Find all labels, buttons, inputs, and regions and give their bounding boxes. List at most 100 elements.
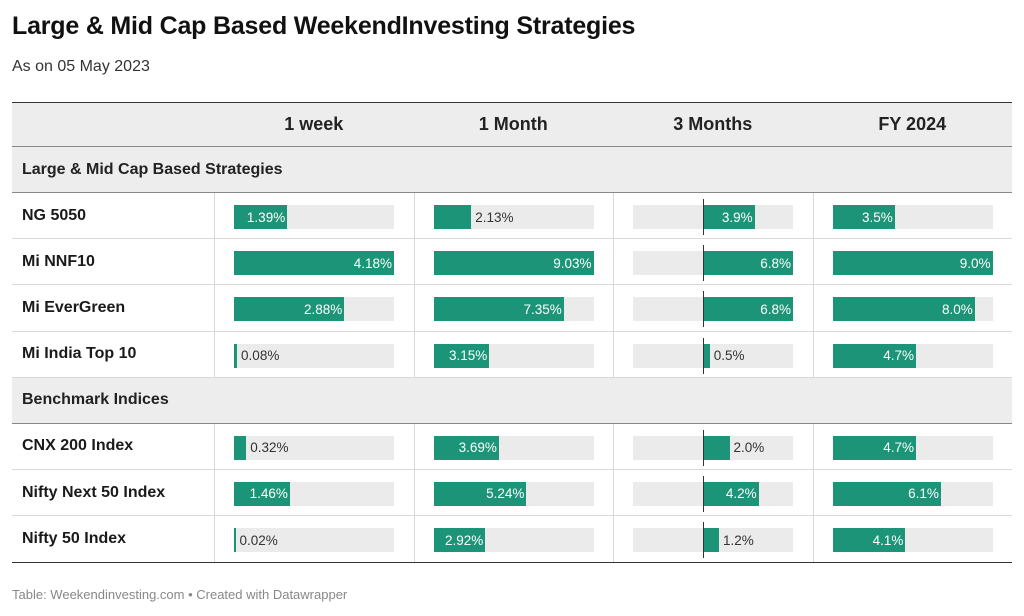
bar-track: 9.03% (433, 251, 594, 276)
value-cell-fy-2024: 9.0% (812, 239, 1013, 285)
bar-mark (433, 297, 564, 322)
bar-track: 4.1% (832, 528, 993, 553)
header-row: 1 week 1 Month 3 Months FY 2024 (12, 103, 1012, 147)
table-row-nifty-next-50-index: Nifty Next 50 Index 1.46% 5.24% 4.2% 6.1% (12, 469, 1012, 517)
data-label: 8.0% (941, 301, 973, 317)
value-cell-fy-2024: 8.0% (812, 285, 1013, 331)
value-cell-1-month: 7.35% (413, 285, 614, 331)
bar-mark (433, 435, 499, 460)
bar-track: 4.18% (234, 251, 394, 276)
chart-title: Large & Mid Cap Based WeekendInvesting S… (12, 12, 636, 40)
table-row-ng-5050: NG 5050 1.39% 2.13% 3.9% 3.5% (12, 193, 1013, 240)
value-cell-1-week: 1.39% (214, 193, 414, 239)
row-name: Nifty Next 50 Index (22, 483, 166, 501)
bar-track: 6.8% (633, 245, 793, 282)
header-cell-3-months: 3 Months (673, 114, 753, 134)
bar-track: 3.15% (433, 343, 594, 368)
data-label: 2.13% (475, 209, 514, 225)
bar-mark (832, 435, 917, 460)
data-label: 0.08% (241, 348, 280, 364)
bar-mark (703, 528, 719, 553)
table-row-nifty-50-index: Nifty 50 Index 0.02% 2.92% 1.2% 4.1% (12, 516, 1013, 563)
bar-track: 7.35% (433, 297, 594, 322)
zero-line (703, 245, 705, 282)
value-cell-1-month: 2.13% (413, 193, 614, 239)
bar-track: 2.92% (433, 528, 594, 553)
bar-mark (832, 528, 906, 553)
data-label: 9.0% (959, 255, 991, 271)
bar-track: 4.7% (832, 435, 993, 460)
bar-mark (832, 481, 941, 506)
bar-track: 2.0% (633, 429, 793, 466)
value-cell-3-months: 2.0% (613, 423, 813, 469)
bar-mark (433, 481, 527, 506)
bar-track: 0.08% (234, 343, 394, 368)
bar-mark (703, 481, 759, 506)
chart-footer: Table: Weekendinvesting.com • Created wi… (12, 587, 348, 602)
bar-track: 4.7% (832, 343, 993, 368)
bar-track: 0.02% (234, 528, 394, 553)
bar-mark (433, 343, 490, 368)
table-row-mi-nnf10: Mi NNF10 4.18% 9.03% 6.8% 9.0% (12, 239, 1013, 286)
value-cell-3-months: 4.2% (613, 469, 813, 516)
bar-track: 3.69% (433, 435, 594, 460)
data-label: 6.8% (760, 255, 791, 271)
bar-track: 6.8% (633, 291, 793, 328)
value-cell-fy-2024: 4.7% (812, 423, 1013, 469)
bar-track: 1.2% (633, 522, 793, 559)
table-row-cnx-200-index: CNX 200 Index 0.32% 3.69% 2.0% 4.7% (12, 423, 1013, 470)
bar-track: 1.46% (234, 481, 394, 506)
zero-line (703, 475, 705, 512)
data-label: 4.1% (872, 532, 904, 548)
header-cell-fy-2024: FY 2024 (878, 114, 947, 134)
data-label: 5.24% (486, 486, 525, 502)
bar-track: 6.1% (832, 481, 993, 506)
bar-mark (703, 251, 793, 276)
bar-mark (234, 435, 247, 460)
group-label: Large & Mid Cap Based Strategies (22, 160, 283, 178)
data-label: 3.5% (861, 209, 893, 225)
row-name: CNX 200 Index (22, 437, 134, 455)
data-label: 7.35% (523, 301, 562, 317)
data-label: 9.03% (553, 255, 592, 271)
value-cell-1-week: 4.18% (214, 239, 414, 285)
header-cell-1-week: 1 week (284, 114, 344, 134)
bar-mark (234, 251, 394, 276)
group-row-large-mid-cap-based-strategies: Large & Mid Cap Based Strategies (12, 147, 1012, 193)
value-cell-1-week: 2.88% (214, 285, 414, 331)
data-label: 1.39% (246, 209, 286, 225)
row-name: Mi India Top 10 (22, 345, 137, 363)
value-cell-fy-2024: 3.5% (812, 193, 1013, 239)
bar-mark (832, 297, 975, 322)
value-cell-1-month: 2.92% (413, 516, 614, 563)
value-cell-3-months: 0.5% (613, 331, 813, 377)
bar-track: 3.9% (633, 199, 793, 235)
data-label: 3.9% (721, 209, 753, 225)
data-label: 2.88% (303, 301, 343, 317)
value-cell-1-week: 0.02% (214, 516, 414, 563)
row-name: Nifty 50 Index (22, 530, 127, 548)
data-label: 6.1% (908, 486, 939, 502)
bar-track: 1.39% (234, 205, 394, 229)
bar-mark (234, 205, 288, 229)
value-cell-3-months: 3.9% (613, 193, 813, 239)
value-cell-3-months: 6.8% (613, 239, 813, 285)
bar-mark (433, 205, 472, 229)
bar-mark (832, 343, 917, 368)
bar-mark (433, 251, 594, 276)
bar-track: 5.24% (433, 481, 594, 506)
bar-mark (703, 343, 710, 368)
data-table: 1 week 1 Month 3 Months FY 2024 Large & … (12, 102, 1013, 564)
zero-line (703, 199, 705, 235)
bar-mark (433, 528, 486, 553)
bar-track: 2.88% (234, 297, 394, 322)
bar-mark (703, 205, 755, 229)
bar-mark (234, 528, 236, 553)
value-cell-fy-2024: 4.1% (812, 516, 1013, 563)
value-cell-3-months: 1.2% (613, 516, 813, 563)
bar-mark (832, 251, 993, 276)
bar-mark (703, 297, 793, 322)
value-cell-1-month: 3.69% (413, 423, 614, 469)
data-label: 4.18% (353, 255, 392, 271)
data-label: 4.7% (883, 440, 915, 456)
